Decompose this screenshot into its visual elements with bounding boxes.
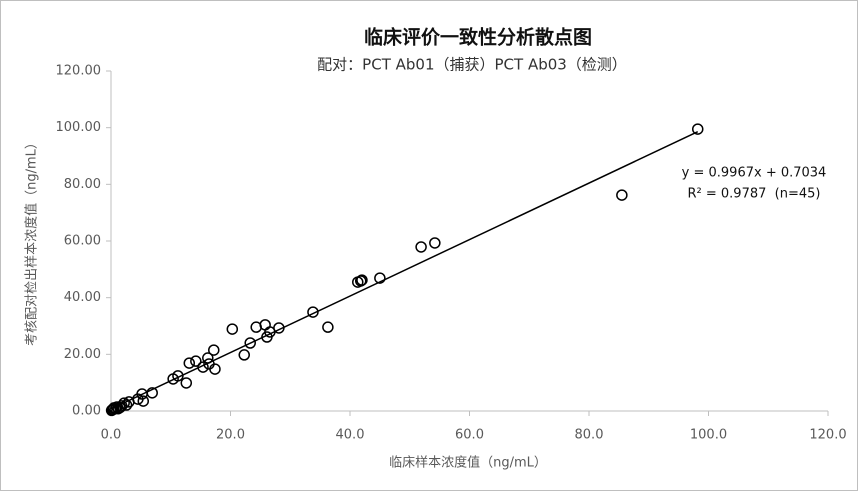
data-point (429, 237, 441, 249)
data-point (183, 357, 196, 369)
y-tick-label: 0.00 (72, 404, 101, 419)
data-point (197, 361, 209, 373)
x-tick-label: 80.0 (575, 428, 604, 443)
r-squared: R² = 0.9787 (n=45) (688, 187, 821, 202)
x-tick-label: 20.0 (216, 428, 245, 443)
data-point (322, 321, 334, 333)
chart-title: 临床评价一致性分析散点图 (364, 26, 592, 49)
chart-subtitle: 配对：PCT Ab01（捕获）PCT Ab03（检测） (317, 56, 627, 74)
data-point (355, 275, 367, 287)
data-point (180, 377, 193, 389)
data-point (238, 349, 250, 361)
data-point (167, 373, 179, 385)
data-point (691, 123, 704, 135)
data-point (202, 352, 214, 364)
data-point (208, 344, 220, 356)
x-tick-label: 60.0 (455, 428, 484, 443)
data-point (250, 321, 262, 333)
y-tick-label: 80.00 (64, 177, 101, 192)
data-point (374, 272, 386, 284)
y-tick-label: 20.00 (64, 347, 101, 362)
data-point (209, 363, 221, 375)
data-point (190, 355, 202, 367)
data-point (261, 331, 273, 343)
y-axis-label: 考核配对检出样本浓度值（ng/mL） (24, 136, 40, 346)
equation: y = 0.9967x + 0.7034 (682, 166, 827, 181)
data-point (226, 323, 239, 335)
x-axis-label: 临床样本浓度值（ng/mL） (389, 455, 547, 471)
data-point (244, 337, 256, 349)
y-tick-label: 40.00 (64, 290, 101, 305)
x-tick-label: 100.0 (690, 428, 727, 443)
data-point (415, 241, 427, 253)
data-point (307, 306, 319, 318)
y-tick-label: 120.00 (56, 64, 102, 79)
data-point (105, 404, 118, 417)
y-tick-label: 100.00 (56, 120, 102, 135)
x-tick-label: 0.0 (101, 428, 122, 443)
x-tick-label: 120.0 (809, 428, 846, 443)
x-tick-label: 40.0 (336, 428, 365, 443)
data-point (616, 189, 628, 201)
y-tick-label: 60.00 (64, 234, 101, 249)
data-point (137, 395, 150, 407)
